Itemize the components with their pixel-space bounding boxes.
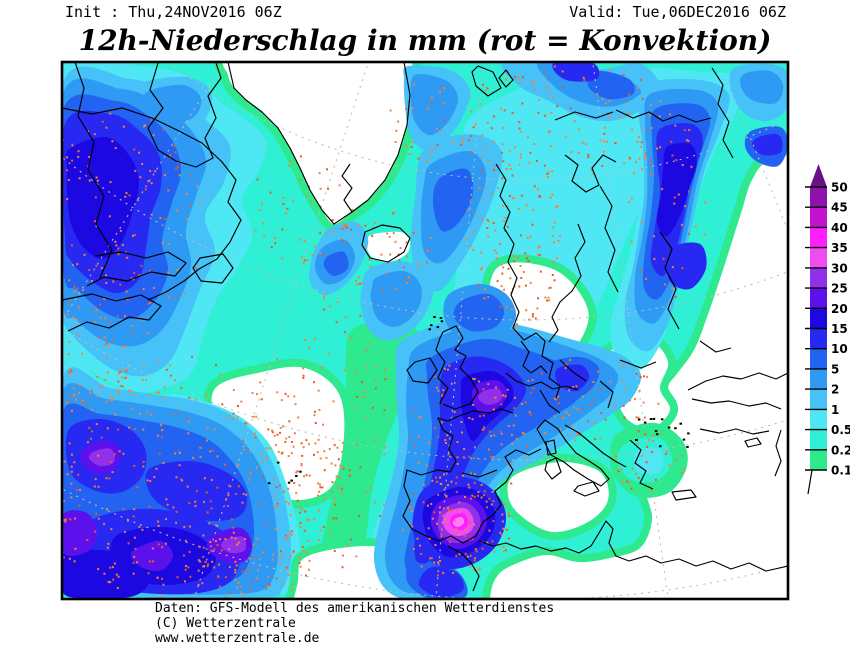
legend-band bbox=[810, 267, 827, 289]
legend-band bbox=[810, 368, 827, 390]
legend-band bbox=[810, 288, 827, 309]
legend-pointer-tail bbox=[807, 469, 813, 495]
legend-tick-label: 50 bbox=[831, 181, 848, 195]
legend-tick-label: 15 bbox=[831, 322, 848, 336]
legend-tick-label: 10 bbox=[831, 342, 848, 356]
legend-tick-label: 2 bbox=[831, 383, 839, 397]
convection-stipple bbox=[62, 65, 706, 599]
legend-tick-label: 35 bbox=[831, 241, 848, 255]
legend-band bbox=[810, 328, 827, 350]
map-title: 12h-Niederschlag in mm (rot = Konvektion… bbox=[79, 24, 772, 57]
legend-tick-label: 20 bbox=[831, 302, 848, 316]
legend-tick-label: 1 bbox=[831, 403, 839, 417]
coastlines bbox=[62, 62, 788, 592]
legend-tick-label: 40 bbox=[831, 221, 848, 235]
legend-tick-label: 45 bbox=[831, 201, 848, 215]
legend-tick-label: 0.5 bbox=[831, 423, 850, 437]
legend-band bbox=[810, 449, 827, 471]
legend-band bbox=[810, 308, 827, 329]
footer-url: www.wetterzentrale.de bbox=[155, 631, 320, 646]
legend-tick-label: 0.2 bbox=[831, 443, 850, 457]
map-frame bbox=[60, 60, 790, 601]
legend-band bbox=[810, 429, 827, 451]
legend-tick-label: 25 bbox=[831, 282, 848, 296]
legend-tick-label: 5 bbox=[831, 362, 839, 376]
legend-band bbox=[810, 227, 827, 249]
footer-copyright: (C) Wetterzentrale bbox=[155, 616, 296, 631]
legend-tick-label: 0.1 bbox=[831, 464, 850, 478]
legend-band bbox=[810, 348, 827, 370]
precip-legend: 50 45 40 35 30 25 20 15 10 5 2 1 0.5 0.2 0.1 bbox=[805, 164, 850, 495]
legend-tick-label: 30 bbox=[831, 261, 848, 275]
legend-band bbox=[810, 187, 827, 208]
legend-band bbox=[810, 247, 827, 269]
legend-band bbox=[810, 409, 827, 431]
precipitation-field bbox=[62, 62, 788, 599]
valid-time-label: Valid: Tue,06DEC2016 06Z bbox=[569, 3, 786, 21]
legend-band bbox=[810, 207, 827, 228]
footer-data-source: Daten: GFS-Modell des amerikanischen Wet… bbox=[155, 601, 554, 616]
legend-band bbox=[810, 389, 827, 410]
init-time-label: Init : Thu,24NOV2016 06Z bbox=[65, 3, 282, 21]
legend-overflow-arrow bbox=[810, 164, 827, 187]
